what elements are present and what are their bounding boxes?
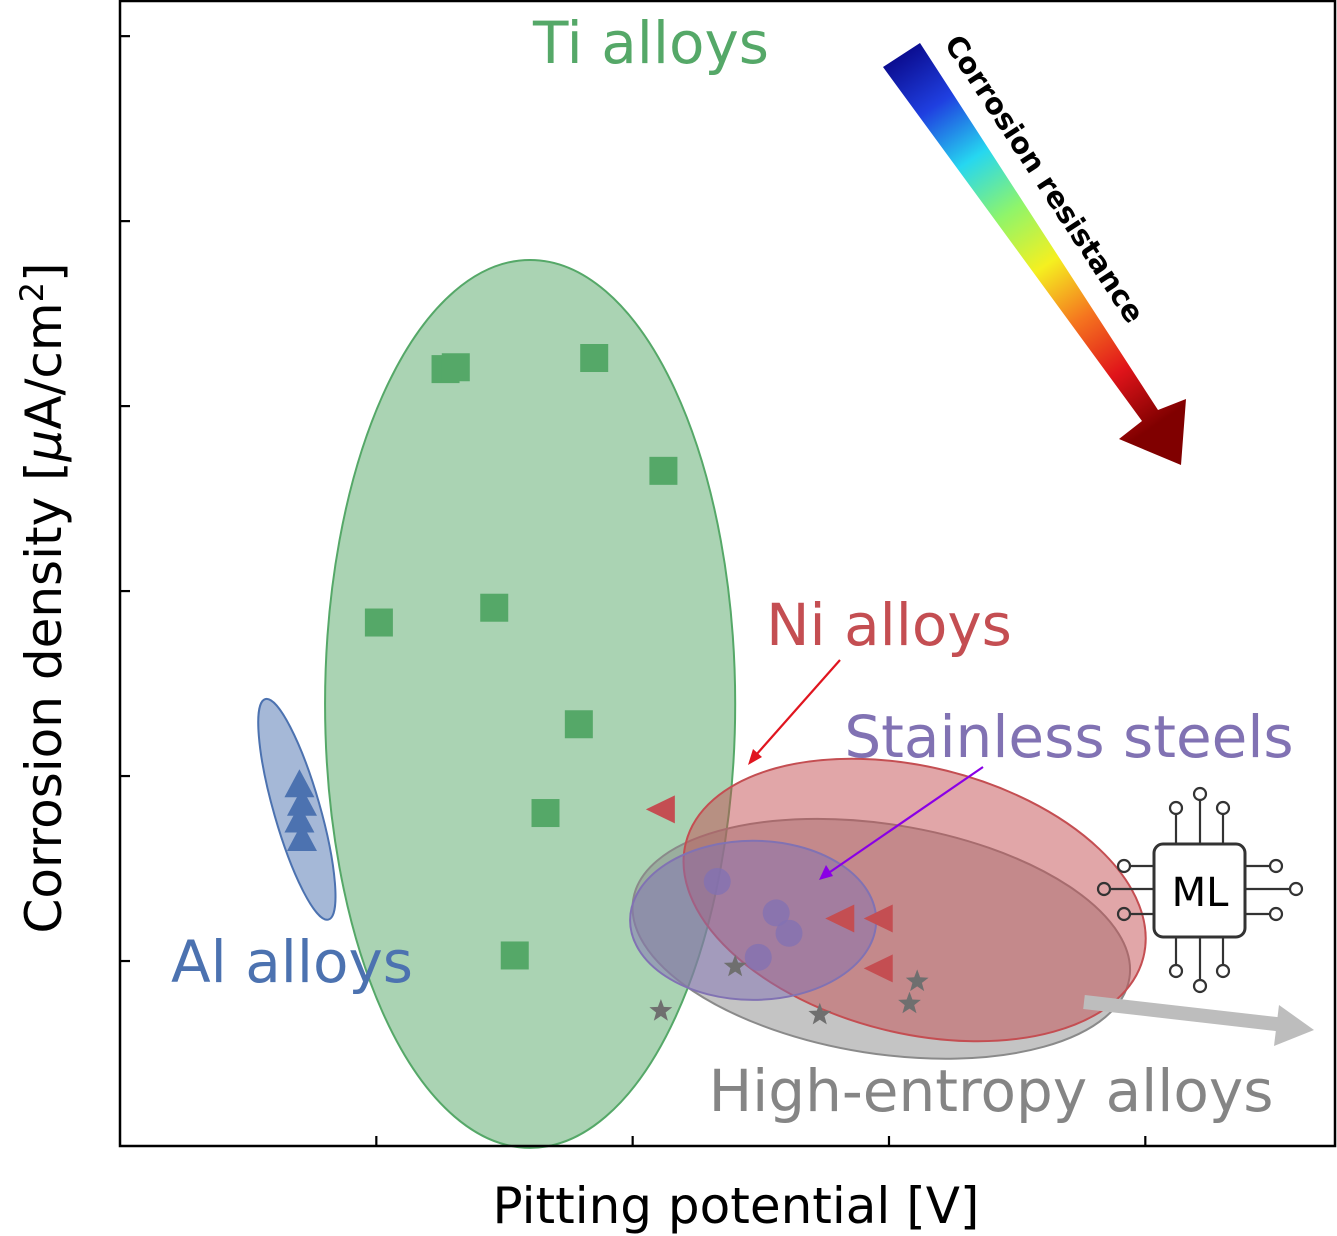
ni-alloys-pointer-arrow xyxy=(748,659,841,765)
point-high-entropy-alloys xyxy=(808,1002,832,1025)
point-stainless-steels xyxy=(744,943,772,971)
point-ti-alloys xyxy=(649,456,678,485)
ml-chip-label: ML xyxy=(1172,870,1230,916)
point-al-alloys xyxy=(284,769,315,798)
cluster-regions xyxy=(257,258,1147,1149)
point-ti-alloys xyxy=(500,941,529,970)
y-axis-label-exponent: 2 xyxy=(13,282,51,302)
label-stainless-steels: Stainless steels xyxy=(844,703,1293,771)
point-ti-alloys xyxy=(564,710,593,739)
point-ni-alloys xyxy=(825,904,855,933)
point-stainless-steels xyxy=(762,899,790,927)
point-ni-alloys xyxy=(863,904,893,933)
plot-frame xyxy=(118,0,1337,1148)
point-al-alloys xyxy=(284,804,315,833)
point-high-entropy-alloys xyxy=(723,954,747,977)
point-high-entropy-alloys xyxy=(905,969,929,992)
point-ti-alloys xyxy=(441,353,470,382)
y-axis-label-unit: A/cm xyxy=(15,302,73,429)
point-al-alloys xyxy=(286,822,317,851)
trend-arrow xyxy=(1083,995,1314,1046)
y-axis-label: Corrosion density [μA/cm2] xyxy=(13,262,73,933)
data-points xyxy=(284,344,929,1025)
point-high-entropy-alloys xyxy=(898,991,921,1014)
label-ti-alloys: Ti alloys xyxy=(532,9,769,77)
point-al-alloys xyxy=(286,787,317,816)
ml-chip-icon: ML xyxy=(1096,786,1304,994)
label-ni-alloys: Ni alloys xyxy=(766,591,1012,659)
point-ti-alloys xyxy=(531,799,560,828)
point-stainless-steels xyxy=(703,867,731,895)
point-high-entropy-alloys xyxy=(649,999,673,1021)
label-al-alloys: Al alloys xyxy=(171,928,413,996)
y-axis-label-mu: μ xyxy=(15,430,73,463)
point-ti-alloys xyxy=(580,344,609,373)
y-axis-label-end: ] xyxy=(15,262,73,282)
region-ti-alloys xyxy=(324,258,737,1149)
axis-ticks xyxy=(120,35,1147,1146)
point-ni-alloys xyxy=(863,954,893,983)
x-axis-label: Pitting potential [V] xyxy=(493,1177,980,1235)
point-ni-alloys xyxy=(645,795,675,824)
stainless-steels-pointer-arrow xyxy=(819,766,984,880)
y-axis-label-main: Corrosion density [ xyxy=(15,461,73,933)
gradient-arrow-shape xyxy=(883,43,1186,465)
label-high-entropy-alloys: High-entropy alloys xyxy=(709,1057,1274,1125)
point-stainless-steels xyxy=(775,919,803,947)
point-ti-alloys xyxy=(364,608,393,637)
point-ti-alloys xyxy=(480,593,509,622)
corrosion-resistance-arrow: Corrosion resistance xyxy=(883,29,1186,465)
